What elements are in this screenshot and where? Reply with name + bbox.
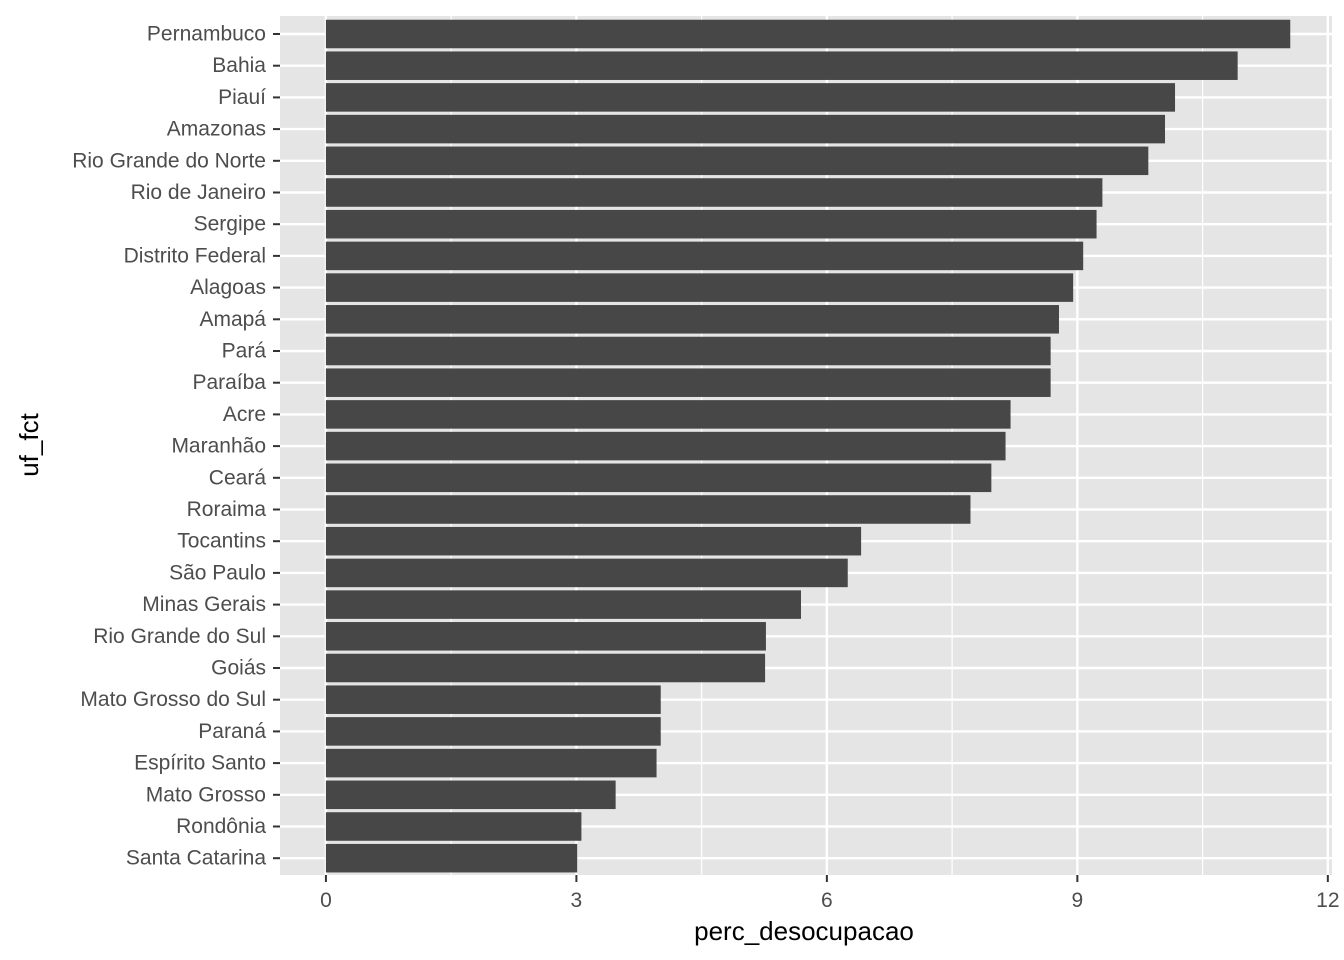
bar [325,114,1166,144]
x-axis-title: perc_desocupacao [694,916,914,946]
y-tick-label: Rio Grande do Sul [93,625,266,648]
y-tick-label: Roraima [187,498,267,521]
bar [325,178,1103,207]
bar [325,51,1238,80]
bar [325,463,992,493]
y-axis-title: uf_fct [14,412,44,476]
x-tick-label: 6 [821,889,833,912]
bar [325,241,1084,271]
bar [325,336,1051,366]
bar [325,273,1074,302]
y-tick-label: Piauí [218,86,266,109]
bar [325,19,1291,49]
bar [325,843,578,873]
y-tick-label: Santa Catarina [126,847,266,870]
y-tick-label: Pará [222,340,267,363]
bar [325,685,661,714]
y-tick-label: Maranhão [171,435,266,458]
y-tick-label: Distrito Federal [124,244,266,267]
y-tick-label: Amapá [199,308,266,331]
bar [325,146,1149,176]
bar [325,83,1176,112]
x-tick-label: 12 [1316,889,1339,912]
bar [325,305,1059,334]
bars [325,19,1291,873]
bar [325,717,661,746]
bar [325,622,766,651]
bar [325,368,1051,397]
bar [325,653,766,683]
y-tick-label: Mato Grosso [146,783,266,806]
bar [325,780,616,810]
x-tick-label: 0 [320,889,332,912]
y-tick-label: São Paulo [169,561,266,584]
bar [325,812,582,841]
y-tick-label: Bahia [212,54,266,77]
y-tick-label: Alagoas [190,276,266,299]
bar [325,526,862,556]
x-tick-label: 3 [571,889,583,912]
y-tick-label: Mato Grosso do Sul [80,688,266,711]
y-tick-label: Goiás [211,657,266,680]
y-axis: Pernambuco Bahia Piauí Amazonas Rio Grande d… [72,23,280,870]
y-tick-label: Acre [223,403,266,426]
y-tick-label: Sergipe [194,213,266,236]
y-tick-label: Ceará [209,466,267,489]
x-tick-label: 9 [1072,889,1084,912]
y-tick-label: Paraíba [192,371,266,394]
y-tick-label: Paraná [198,720,266,743]
bar [325,558,848,588]
bar [325,590,801,619]
y-tick-label: Amazonas [167,118,266,141]
y-tick-label: Minas Gerais [142,593,266,616]
bar [325,495,971,524]
bar [325,400,1011,429]
y-tick-label: Espírito Santo [134,752,266,775]
y-tick-label: Pernambuco [147,23,266,46]
y-tick-label: Tocantins [177,530,266,553]
y-tick-label: Rio de Janeiro [131,181,266,204]
bar [325,748,657,778]
y-tick-label: Rio Grande do Norte [72,149,266,172]
bar [325,209,1097,239]
x-axis: 0 3 6 9 12 [320,875,1340,912]
y-tick-label: Rondônia [176,815,266,838]
bar [325,431,1006,461]
